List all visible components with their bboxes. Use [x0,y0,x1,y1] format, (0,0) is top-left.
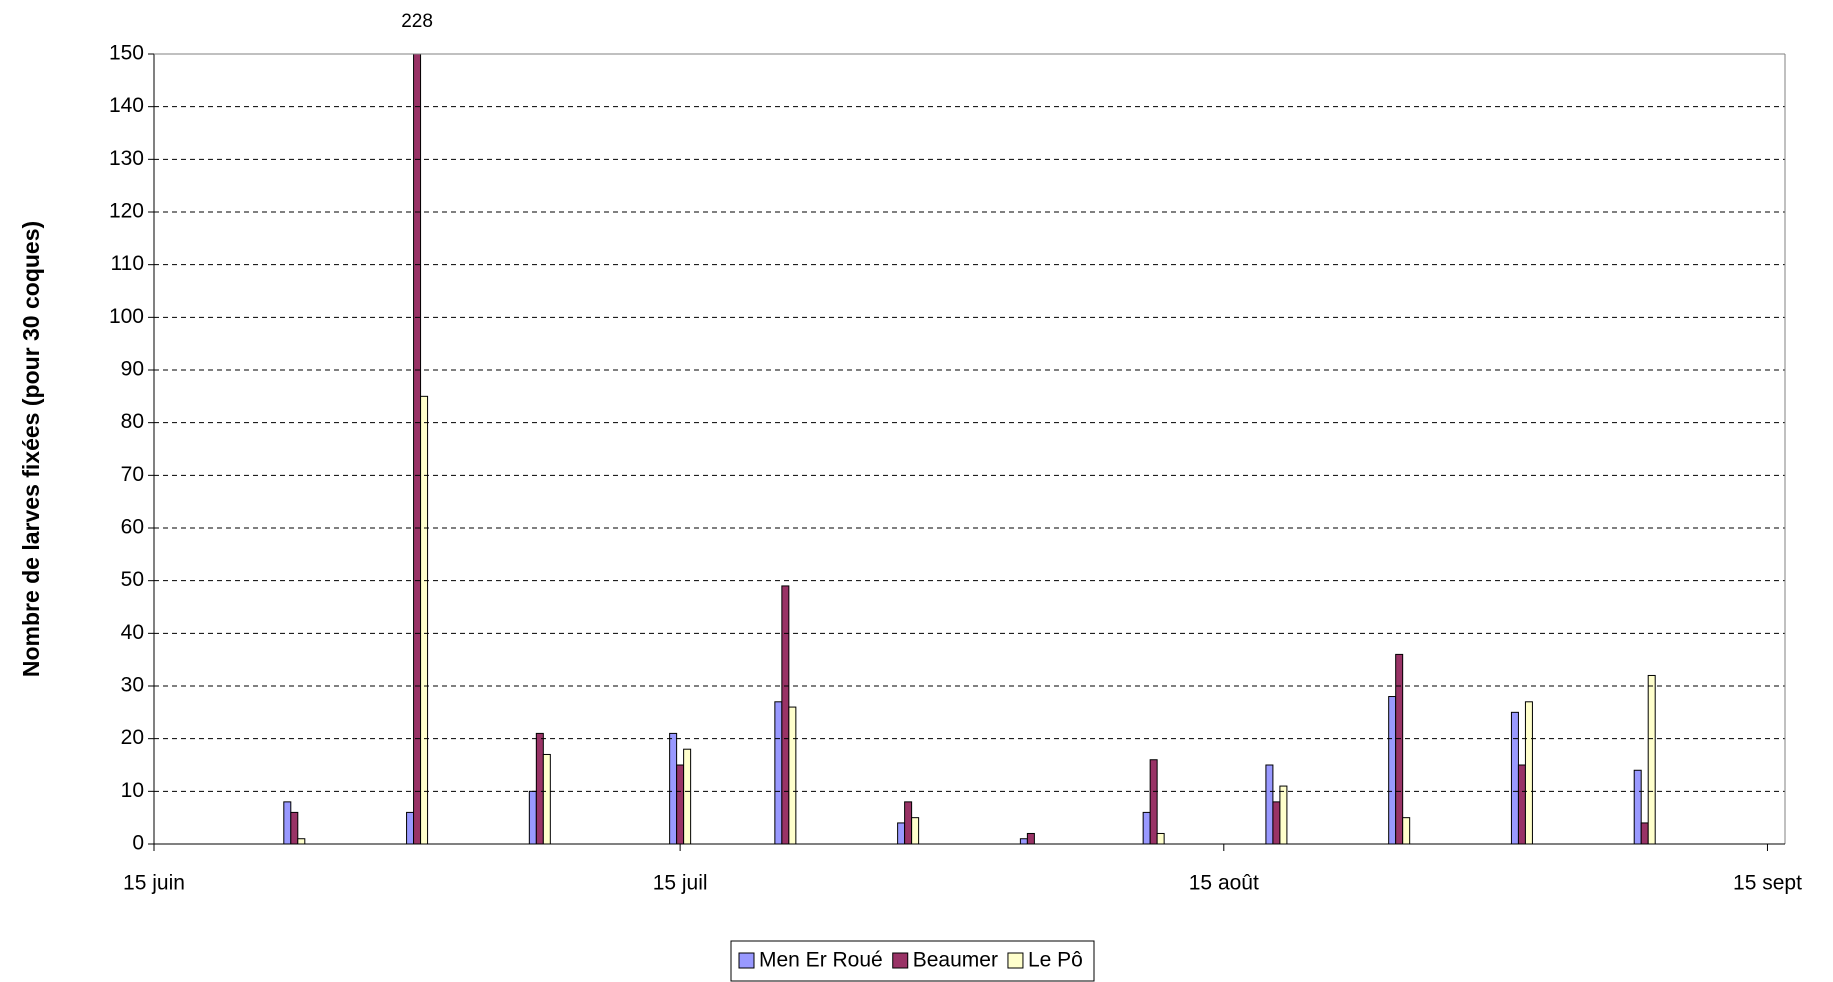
y-tick-label: 100 [109,305,144,328]
bar [1395,653,1404,844]
legend-swatch [738,952,755,969]
y-tick-label: 70 [121,463,144,486]
bar [911,817,920,844]
bar [1647,674,1656,844]
bar [897,822,906,844]
legend-swatch [892,952,909,969]
bar [1026,832,1035,844]
y-tick-label: 150 [109,42,144,65]
y-tick-label: 120 [109,200,144,223]
y-tick-label: 10 [121,779,144,802]
x-tick-label: 15 juin [123,872,185,895]
bar [297,838,306,844]
bar [290,811,299,844]
bar [420,395,429,844]
bar [528,790,537,844]
bar [283,801,292,844]
bar [1510,711,1519,844]
legend-label: Men Er Roué [759,949,883,972]
bar [1149,759,1158,844]
x-tick-label: 15 juil [653,872,708,895]
y-tick-label: 60 [121,516,144,539]
bar [1272,801,1281,844]
bar [1265,764,1274,844]
plot-bars [283,54,1656,844]
bar [788,706,797,844]
bar [1156,832,1165,844]
bar [1279,785,1288,844]
bar [1019,838,1028,844]
x-tick-label: 15 sept [1733,872,1802,895]
y-tick-label: 50 [121,568,144,591]
bar [1524,701,1533,844]
y-tick-label: 0 [132,832,144,855]
bar [406,811,415,844]
bar [1640,822,1649,844]
overflow-label: 228 [401,11,433,32]
bar [683,748,692,844]
bar [781,585,790,844]
legend-label: Le Pô [1028,949,1083,972]
y-axis-label: Nombre de larves fixées (pour 30 coques) [18,221,44,677]
bar [669,732,678,844]
bar [1633,769,1642,844]
y-tick-label: 80 [121,410,144,433]
legend-swatch [1007,952,1024,969]
bar [1402,817,1411,844]
y-tick-label: 40 [121,621,144,644]
bar [1517,764,1526,844]
bar [542,753,551,844]
legend-box [730,940,1095,982]
bar [1142,811,1151,844]
y-tick-label: 90 [121,358,144,381]
y-tick-label: 20 [121,726,144,749]
bar [904,801,913,844]
y-tick-label: 110 [111,252,144,275]
bar [1388,696,1397,844]
bar [676,764,685,844]
legend-label: Beaumer [913,949,998,972]
y-tick-label: 130 [109,147,144,170]
bar [413,54,422,844]
y-tick-label: 140 [109,94,144,117]
y-tick-label: 30 [121,674,144,697]
x-tick-label: 15 août [1189,872,1259,895]
bar [535,732,544,844]
bar [774,701,783,844]
